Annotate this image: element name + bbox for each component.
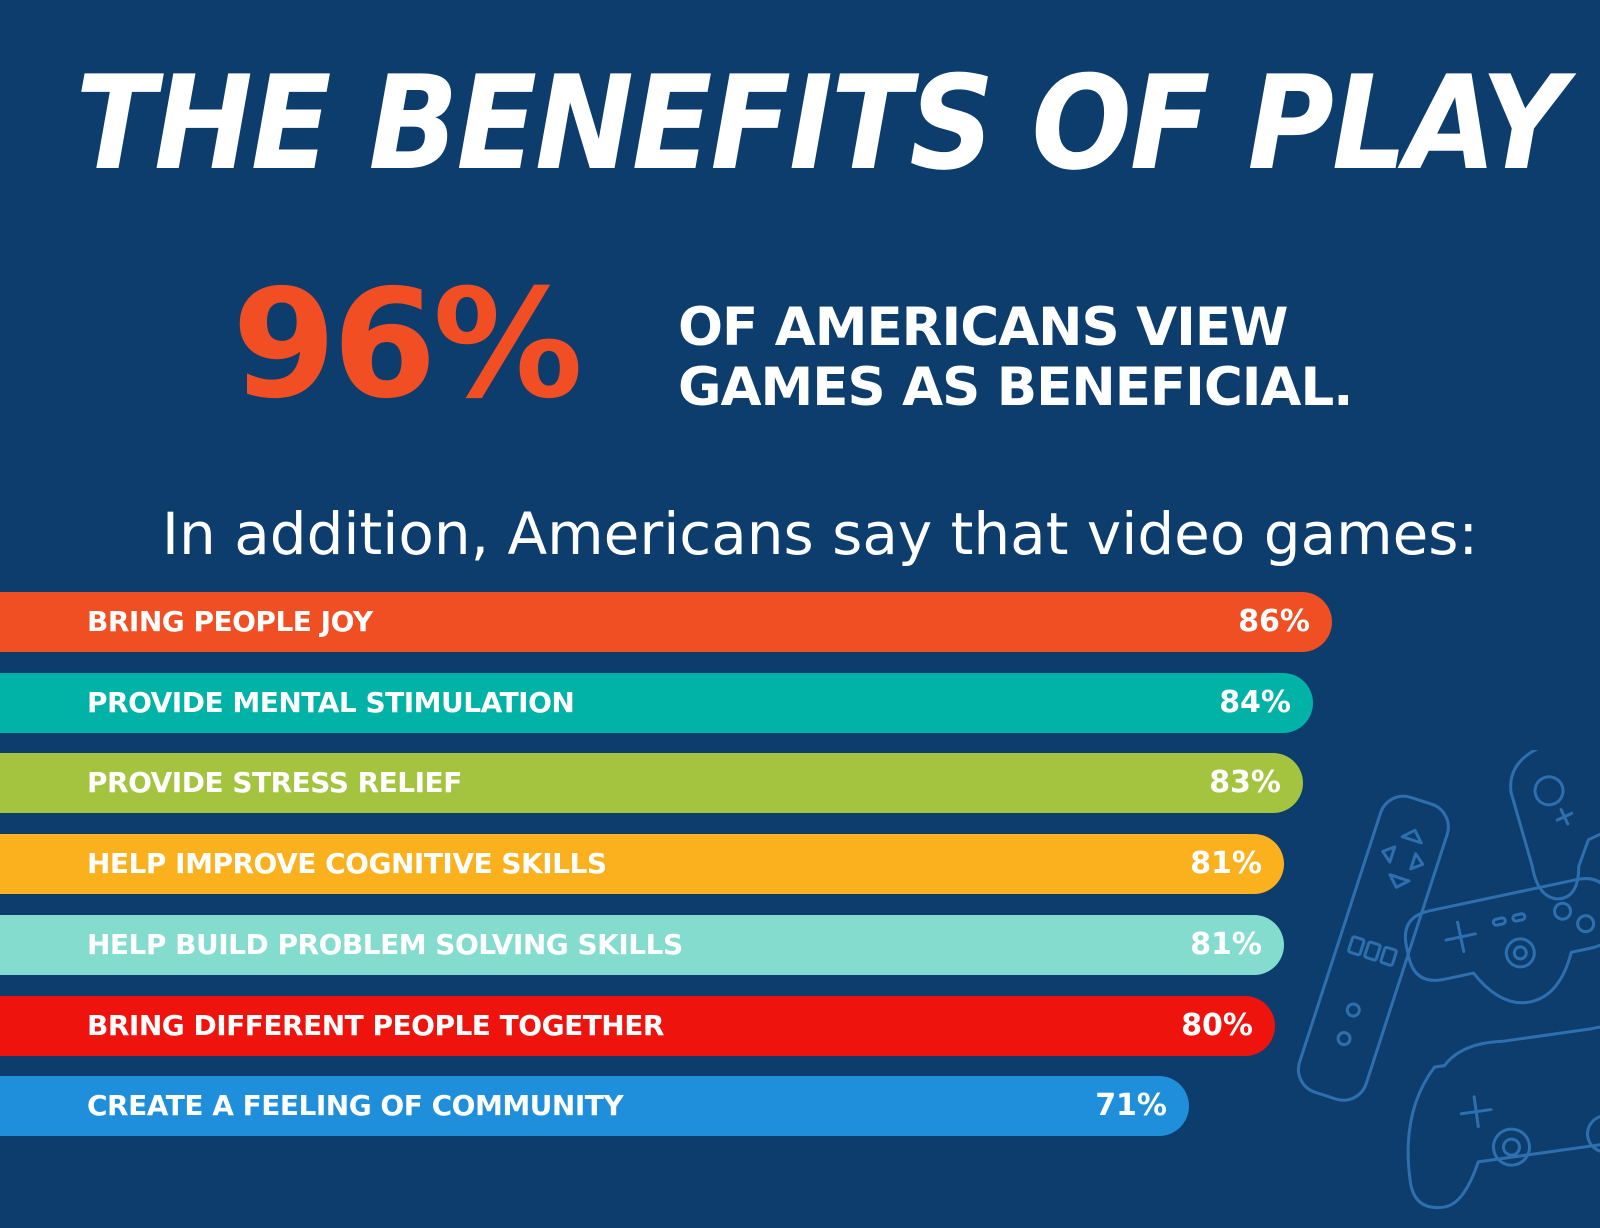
bar-value-label: 81% [1190,846,1262,881]
headline-text: OF AMERICANS VIEW GAMES AS BENEFICIAL. [678,297,1353,418]
bar-4: HELP IMPROVE COGNITIVE SKILLS 81% [0,834,1284,894]
gamepad-icon [1509,750,1600,901]
bar-value-label: 84% [1219,685,1291,720]
wii-remote-icon [1296,794,1450,1102]
bar-label: BRING DIFFERENT PEOPLE TOGETHER [87,1009,664,1042]
bar-value-label: 83% [1209,765,1281,800]
playstation-controller-icon [1406,1024,1600,1210]
infographic-title: THE BENEFITS OF PLAY [75,47,1567,199]
bar-value-label: 80% [1181,1008,1253,1043]
bar-1: BRING PEOPLE JOY 86% [0,592,1332,652]
chart-intro: In addition, Americans say that video ga… [161,500,1479,568]
headline-line-1: OF AMERICANS VIEW [678,297,1289,358]
headline-line-2: GAMES AS BENEFICIAL. [678,357,1353,418]
bar-3: PROVIDE STRESS RELIEF 83% [0,753,1303,813]
bar-5: HELP BUILD PROBLEM SOLVING SKILLS 81% [0,915,1284,975]
bar-6: BRING DIFFERENT PEOPLE TOGETHER 80% [0,996,1275,1056]
bar-label: HELP BUILD PROBLEM SOLVING SKILLS [87,928,683,961]
bar-label: CREATE A FEELING OF COMMUNITY [87,1089,624,1122]
bar-7: CREATE A FEELING OF COMMUNITY 71% [0,1076,1189,1136]
bar-value-label: 81% [1190,927,1262,962]
retro-controller-icon [1403,877,1600,1005]
bar-value-label: 71% [1095,1088,1167,1123]
bar-2: PROVIDE MENTAL STIMULATION 84% [0,673,1313,733]
bar-value-label: 86% [1238,604,1310,639]
bar-label: HELP IMPROVE COGNITIVE SKILLS [87,847,607,880]
bar-label: PROVIDE MENTAL STIMULATION [87,686,575,719]
bar-label: PROVIDE STRESS RELIEF [87,766,462,799]
bar-label: BRING PEOPLE JOY [87,605,373,638]
headline-stat: 96% [232,258,583,432]
controllers-decoration [1296,750,1600,1210]
